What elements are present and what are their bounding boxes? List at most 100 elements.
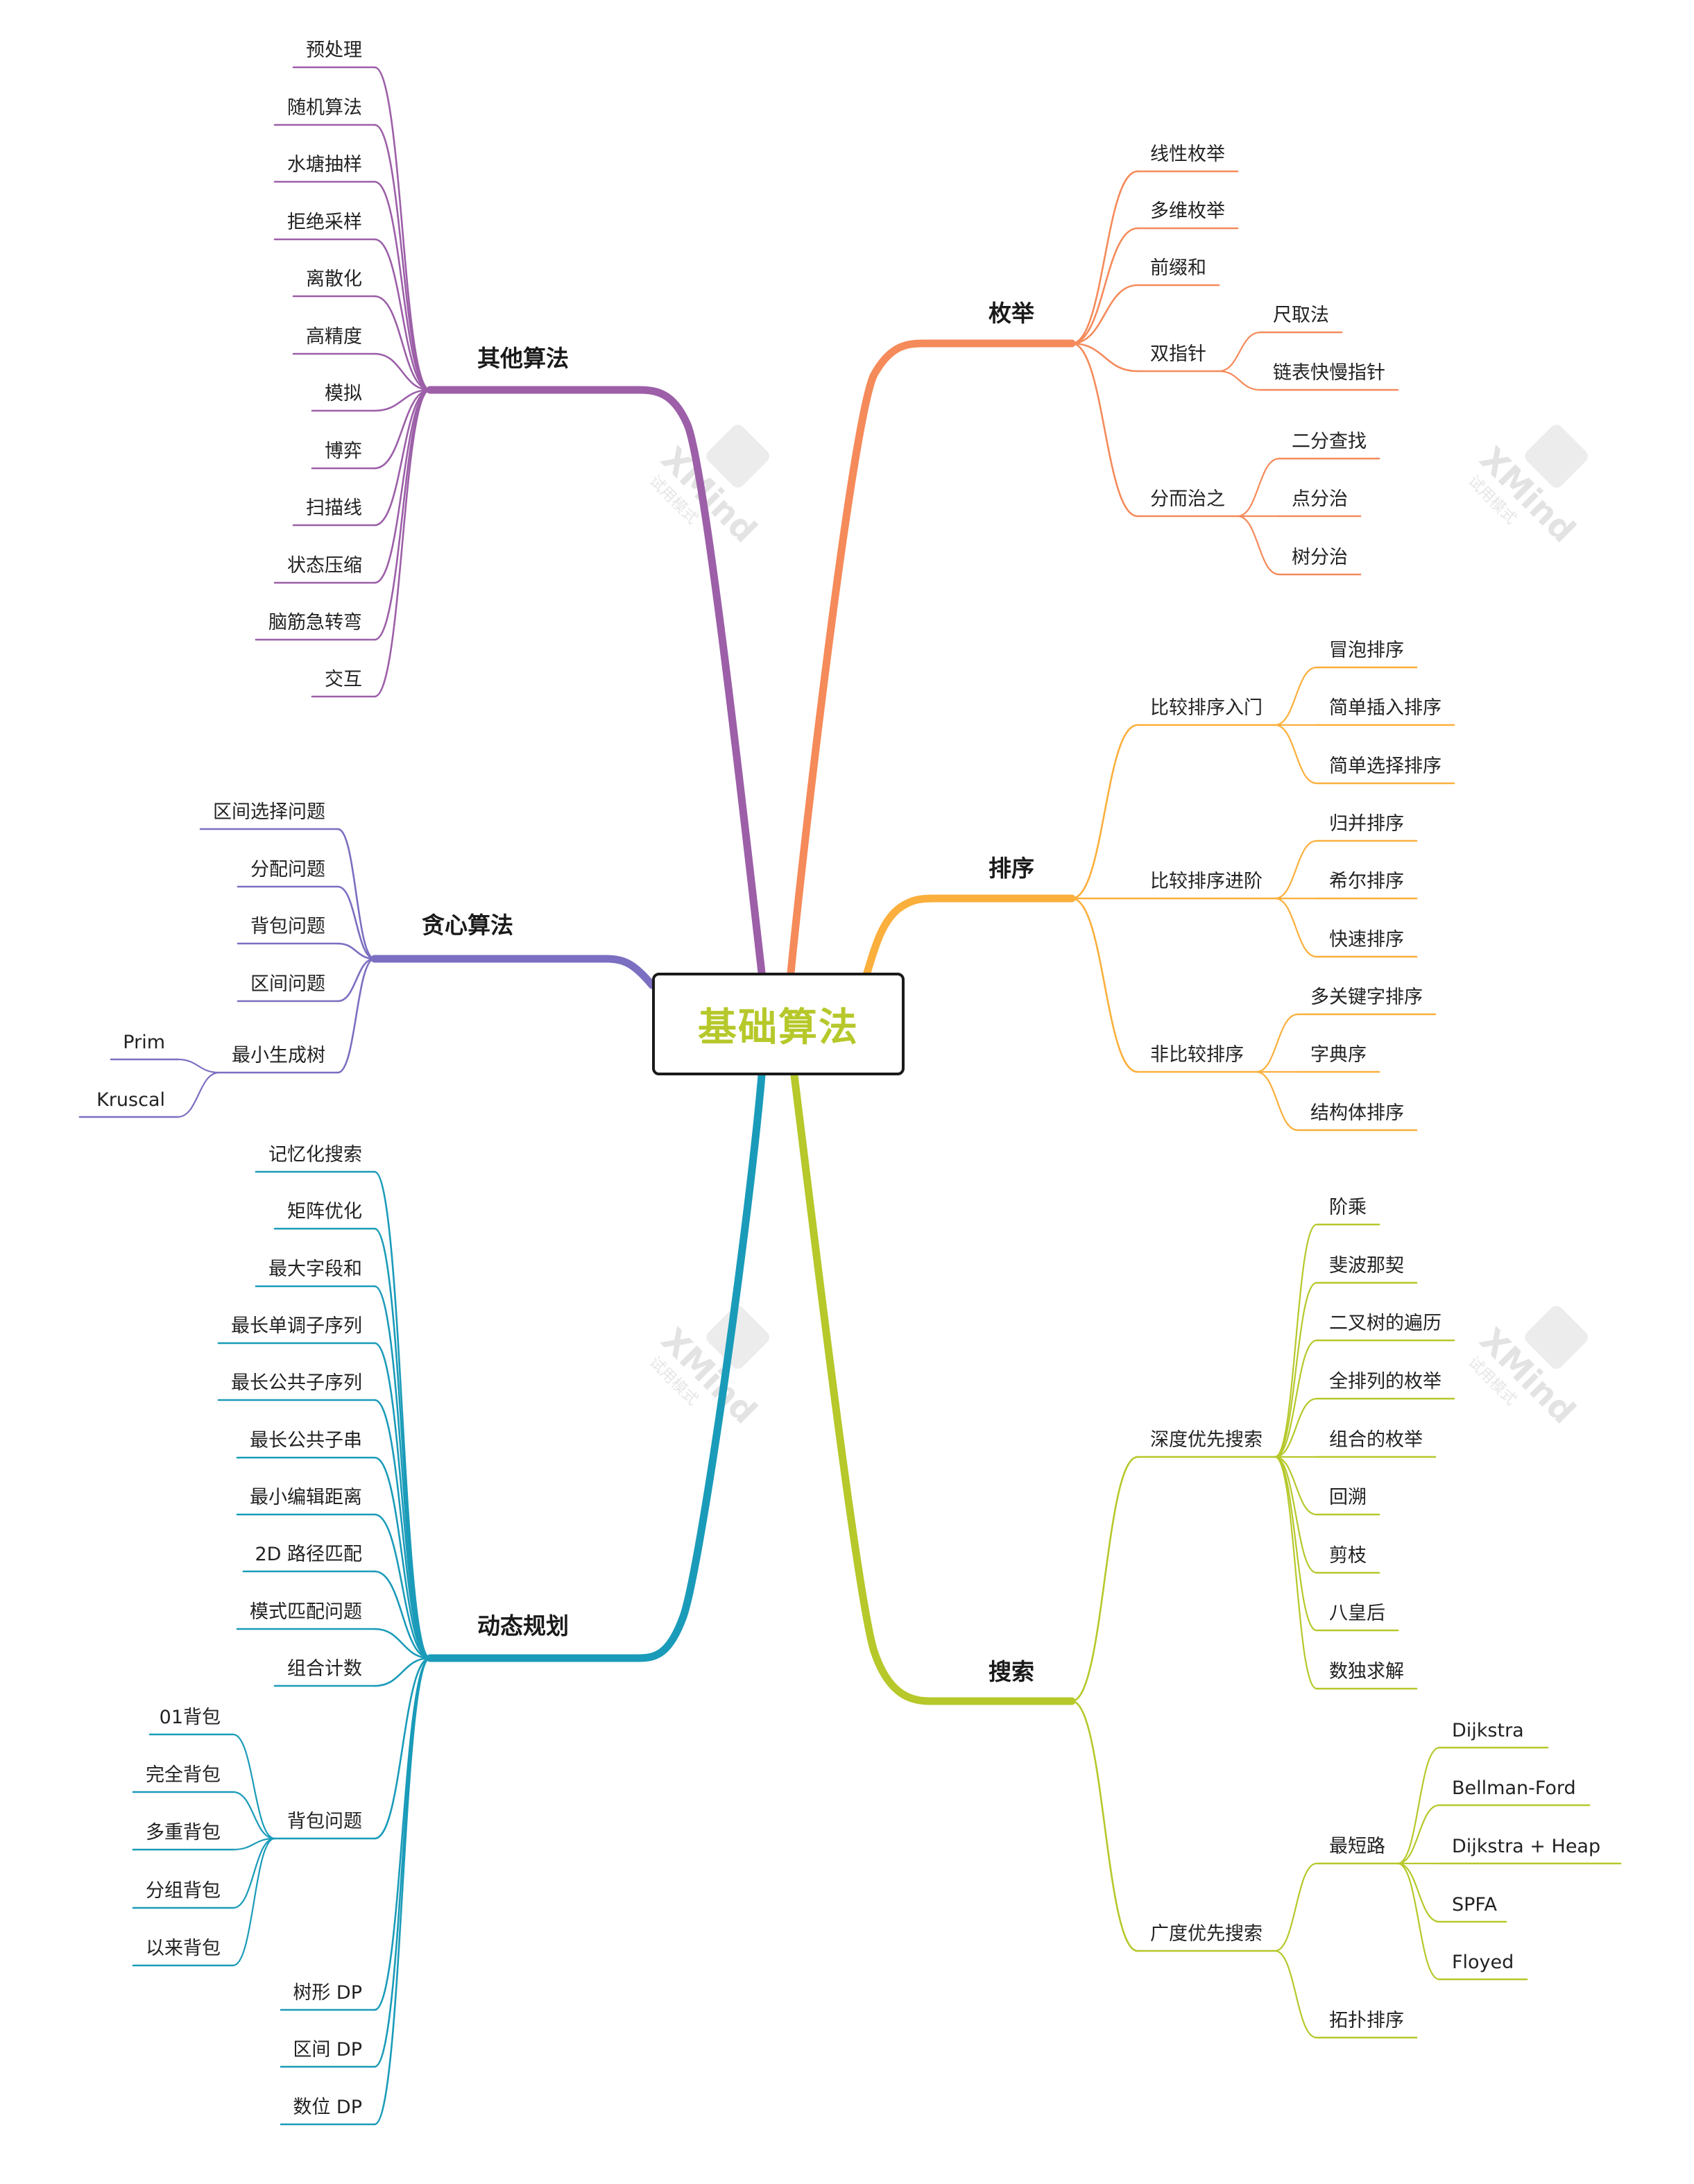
search-sub-item-0-7[interactable]: 八皇后 — [1329, 1603, 1385, 1624]
greedy-link-1 — [336, 885, 376, 960]
sort-sub-item-2-0[interactable]: 多关键字排序 — [1310, 987, 1423, 1008]
dp-item-12[interactable]: 区间 DP — [293, 2039, 362, 2061]
sort-sub-1-0 — [1274, 839, 1318, 900]
enum-item-2[interactable]: 前缀和 — [1150, 257, 1206, 279]
search-subsub-item-0-4[interactable]: Floyed — [1452, 1952, 1514, 1973]
dp-sub-item-10-4[interactable]: 以来背包 — [146, 1938, 221, 1959]
sort-sub-item-1-1[interactable]: 希尔排序 — [1329, 871, 1404, 892]
greedy-sub-4-1 — [176, 1071, 221, 1118]
search-sub-item-0-1[interactable]: 斐波那契 — [1329, 1255, 1404, 1277]
enum-sub-item-3-1[interactable]: 链表快慢指针 — [1273, 362, 1385, 384]
dp-link-2 — [373, 1285, 431, 1660]
enum-sub-item-3-0[interactable]: 尺取法 — [1273, 305, 1329, 326]
dp-item-2[interactable]: 最大字段和 — [268, 1259, 362, 1280]
search-subsub-item-0-1[interactable]: Bellman-Ford — [1452, 1777, 1576, 1799]
enum-item-4[interactable]: 分而治之 — [1150, 488, 1225, 510]
greedy-trunk — [370, 955, 656, 989]
sort-sub-item-0-0[interactable]: 冒泡排序 — [1329, 640, 1404, 661]
other-item-9[interactable]: 状态压缩 — [287, 555, 362, 577]
enum-sub-item-4-2[interactable]: 树分治 — [1292, 547, 1348, 568]
dp-item-13[interactable]: 数位 DP — [293, 2097, 362, 2118]
search-sub-item-0-2[interactable]: 二叉树的遍历 — [1329, 1313, 1441, 1334]
sort-sub-item-2-1[interactable]: 字典序 — [1310, 1044, 1367, 1066]
sort-item-1[interactable]: 比较排序进阶 — [1150, 871, 1263, 892]
dp-item-0[interactable]: 记忆化搜索 — [268, 1144, 362, 1166]
sort-sub-item-0-1[interactable]: 简单插入排序 — [1329, 697, 1441, 719]
greedy-item-3[interactable]: 区间问题 — [250, 973, 325, 995]
search-subsub-item-0-0[interactable]: Dijkstra — [1452, 1720, 1524, 1741]
other-item-10[interactable]: 脑筋急转弯 — [268, 612, 362, 633]
dp-item-1[interactable]: 矩阵优化 — [287, 1201, 362, 1222]
other-link-3 — [373, 238, 431, 391]
other-item-11[interactable]: 交互 — [325, 669, 362, 690]
dp-item-3[interactable]: 最长单调子序列 — [231, 1315, 362, 1337]
search-subsub-item-0-2[interactable]: Dijkstra + Heap — [1452, 1836, 1601, 1857]
topic-other[interactable]: 其他算法 — [477, 345, 569, 372]
greedy-item-4[interactable]: 最小生成树 — [232, 1045, 325, 1066]
search-subsub-item-0-3[interactable]: SPFA — [1452, 1894, 1497, 1916]
dp-sub-item-10-2[interactable]: 多重背包 — [146, 1822, 221, 1843]
other-item-7[interactable]: 博弈 — [325, 441, 362, 462]
search-sub-item-1-0[interactable]: 最短路 — [1329, 1836, 1385, 1857]
sort-sub-item-1-2[interactable]: 快速排序 — [1329, 929, 1404, 950]
other-link-10 — [373, 389, 431, 641]
search-sub-item-0-8[interactable]: 数独求解 — [1329, 1661, 1404, 1682]
other-item-8[interactable]: 扫描线 — [306, 497, 362, 519]
topic-search[interactable]: 搜索 — [989, 1658, 1034, 1685]
dp-sub-item-10-1[interactable]: 完全背包 — [146, 1764, 221, 1786]
other-item-6[interactable]: 模拟 — [325, 383, 362, 404]
dp-item-6[interactable]: 最小编辑距离 — [250, 1487, 362, 1508]
sort-sub-item-1-0[interactable]: 归并排序 — [1329, 813, 1404, 835]
enum-item-1[interactable]: 多维枚举 — [1150, 201, 1225, 222]
dp-item-11[interactable]: 树形 DP — [293, 1982, 362, 2004]
sort-item-2[interactable]: 非比较排序 — [1150, 1044, 1244, 1066]
other-item-0[interactable]: 预处理 — [306, 40, 362, 61]
dp-item-9[interactable]: 组合计数 — [287, 1658, 362, 1680]
dp-link-9 — [373, 1657, 431, 1687]
search-sub-item-0-3[interactable]: 全排列的枚举 — [1329, 1371, 1441, 1392]
dp-item-8[interactable]: 模式匹配问题 — [250, 1601, 362, 1623]
other-item-1[interactable]: 随机算法 — [287, 97, 362, 119]
dp-item-5[interactable]: 最长公共子串 — [250, 1430, 362, 1451]
dp-item-4[interactable]: 最长公共子序列 — [231, 1372, 362, 1394]
enum-item-0[interactable]: 线性枚举 — [1150, 144, 1225, 165]
search-sub-item-0-0[interactable]: 阶乘 — [1329, 1197, 1367, 1218]
search-sub-item-0-6[interactable]: 剪枝 — [1329, 1545, 1367, 1567]
enum-sub-4-2 — [1236, 515, 1281, 576]
enum-sub-item-4-1[interactable]: 点分治 — [1292, 488, 1348, 510]
search-sub-item-0-4[interactable]: 组合的枚举 — [1329, 1429, 1423, 1451]
greedy-item-1[interactable]: 分配问题 — [250, 859, 325, 880]
search-item-1[interactable]: 广度优先搜索 — [1150, 1923, 1263, 1945]
search-sub-item-1-1[interactable]: 拓扑排序 — [1329, 2010, 1404, 2031]
search-item-0[interactable]: 深度优先搜索 — [1150, 1429, 1263, 1451]
other-item-4[interactable]: 离散化 — [306, 268, 362, 290]
greedy-item-2[interactable]: 背包问题 — [250, 916, 325, 937]
search-sub-item-0-5[interactable]: 回溯 — [1329, 1487, 1367, 1508]
greedy-sub-item-4-0[interactable]: Prim — [123, 1032, 165, 1053]
topic-sort[interactable]: 排序 — [989, 855, 1034, 882]
greedy-sub-item-4-1[interactable]: Kruscal — [96, 1089, 165, 1111]
dp-link-13 — [373, 1657, 431, 2126]
enum-sub-item-4-0[interactable]: 二分查找 — [1292, 431, 1367, 452]
topic-enum[interactable]: 枚举 — [989, 300, 1034, 327]
central-topic[interactable]: 基础算法 — [652, 973, 905, 1075]
sort-item-0[interactable]: 比较排序入门 — [1150, 697, 1263, 719]
topic-greedy[interactable]: 贪心算法 — [422, 912, 513, 939]
dp-item-10[interactable]: 背包问题 — [287, 1811, 362, 1832]
dp-item-7[interactable]: 2D 路径匹配 — [255, 1544, 362, 1565]
greedy-link-4 — [336, 957, 376, 1074]
other-item-2[interactable]: 水塘抽样 — [287, 154, 362, 176]
search-sub-0-7 — [1274, 1456, 1318, 1632]
sort-sub-item-2-2[interactable]: 结构体排序 — [1310, 1102, 1404, 1124]
other-item-5[interactable]: 高精度 — [306, 326, 362, 348]
dp-sub-item-10-0[interactable]: 01背包 — [159, 1707, 221, 1728]
enum-link-4 — [1070, 342, 1139, 518]
sort-sub-item-0-2[interactable]: 简单选择排序 — [1329, 756, 1441, 777]
other-item-3[interactable]: 拒绝采样 — [287, 212, 362, 233]
dp-sub-item-10-3[interactable]: 分组背包 — [146, 1880, 221, 1902]
enum-item-3[interactable]: 双指针 — [1150, 343, 1206, 365]
greedy-item-0[interactable]: 区间选择问题 — [213, 801, 325, 823]
dp-sub-10-4 — [232, 1837, 276, 1967]
topic-dp[interactable]: 动态规划 — [477, 1612, 569, 1639]
